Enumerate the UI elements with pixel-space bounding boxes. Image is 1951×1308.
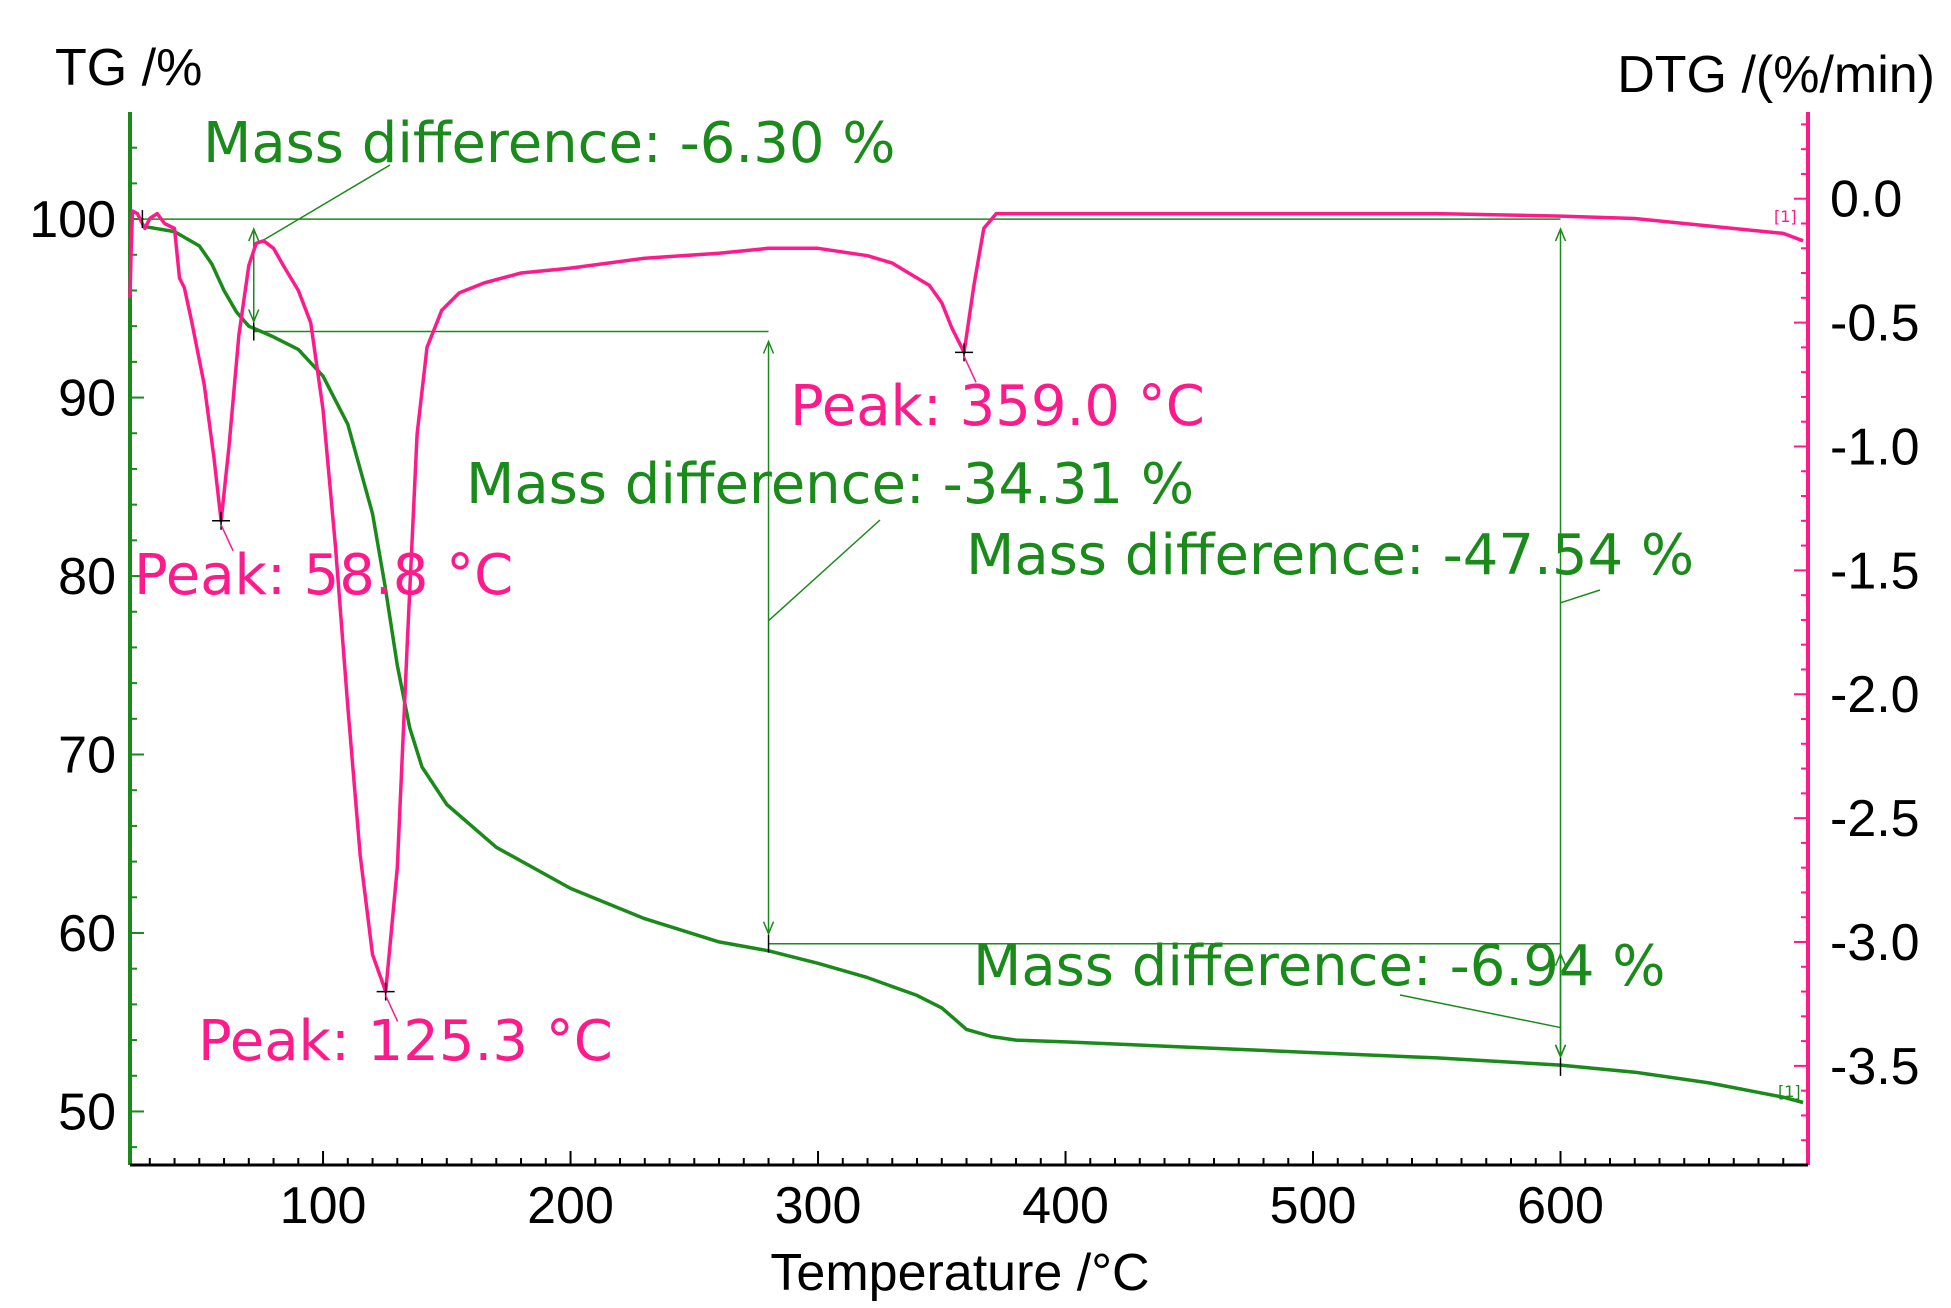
- y-right-tick-label: -1.5: [1830, 542, 1920, 600]
- y-left-ticks: 100 90 80 70 60 50: [29, 146, 144, 1149]
- dtg-curve-tag: [1]: [1774, 207, 1797, 226]
- annotation-leader: [1399, 994, 1561, 1029]
- arrow-head-top: [1554, 227, 1567, 242]
- peak-label-3: Peak: 359.0 °C: [790, 374, 1205, 439]
- y-right-tick-label: -2.0: [1830, 666, 1920, 724]
- y-right-tick-label: 0.0: [1830, 171, 1902, 229]
- peak-label-2: Peak: 125.3 °C: [198, 1009, 613, 1074]
- series-layer: [128, 209, 1804, 1105]
- y-right-ticks: 0.0 -0.5 -1.0 -1.5 -2.0 -2.5 -3.0 -3.5: [1794, 123, 1920, 1142]
- x-ticks: 100 200 300 400 500 600: [148, 1151, 1785, 1235]
- x-tick-label: 300: [775, 1177, 862, 1235]
- x-tick-label: 200: [527, 1177, 614, 1235]
- arrow-head-bottom: [248, 309, 260, 324]
- annotation-lines: [142, 164, 1601, 1059]
- y-left-tick-label: 90: [58, 370, 116, 428]
- x-axis-title: Temperature /°C: [770, 1244, 1149, 1302]
- y-left-tick-label: 60: [58, 905, 116, 963]
- x-tick-label: 500: [1270, 1177, 1357, 1235]
- y-left-tick-label: 100: [29, 191, 116, 249]
- annotation-leader: [1560, 589, 1601, 604]
- tg-curve-tag: [1]: [1778, 1082, 1801, 1101]
- arrow-head-bottom: [1554, 1044, 1567, 1059]
- y-right-tick-label: -2.5: [1830, 790, 1920, 848]
- arrow-head-bottom: [762, 921, 775, 936]
- left-axis-title: TG /%: [55, 39, 202, 97]
- x-tick-label: 600: [1517, 1177, 1604, 1235]
- y-right-tick-label: -3.0: [1830, 914, 1920, 972]
- y-left-tick-label: 80: [58, 548, 116, 606]
- y-left-tick-label: 50: [58, 1083, 116, 1141]
- peak-markers: [141, 210, 1562, 1076]
- peak-leader: [963, 356, 977, 383]
- peak-leader: [384, 995, 399, 1022]
- y-right-tick-label: -0.5: [1830, 295, 1920, 353]
- mass-difference-label-3: Mass difference: -47.54 %: [966, 523, 1694, 588]
- arrow-head-top: [248, 227, 260, 242]
- tg-curve: [142, 224, 1804, 1105]
- peak-label-1: Peak: 58.8 °C: [134, 543, 513, 608]
- arrow-head-top: [1554, 951, 1567, 966]
- annotation-leader: [768, 519, 881, 622]
- x-tick-label: 400: [1022, 1177, 1109, 1235]
- mass-difference-label-2: Mass difference: -34.31 %: [466, 452, 1194, 517]
- mass-difference-label-1: Mass difference: -6.30 %: [203, 111, 895, 176]
- y-right-tick-label: -1.0: [1830, 418, 1920, 476]
- y-left-tick-label: 70: [58, 727, 116, 785]
- mass-difference-label-4: Mass difference: -6.94 %: [973, 934, 1665, 999]
- annotation-leader: [253, 164, 391, 247]
- dtg-curve: [128, 209, 1804, 994]
- arrow-head-top: [762, 339, 775, 354]
- peak-leader: [220, 524, 234, 552]
- x-tick-label: 100: [280, 1177, 367, 1235]
- y-right-tick-label: -3.5: [1830, 1038, 1920, 1096]
- right-axis-title: DTG /(%/min): [1617, 46, 1935, 104]
